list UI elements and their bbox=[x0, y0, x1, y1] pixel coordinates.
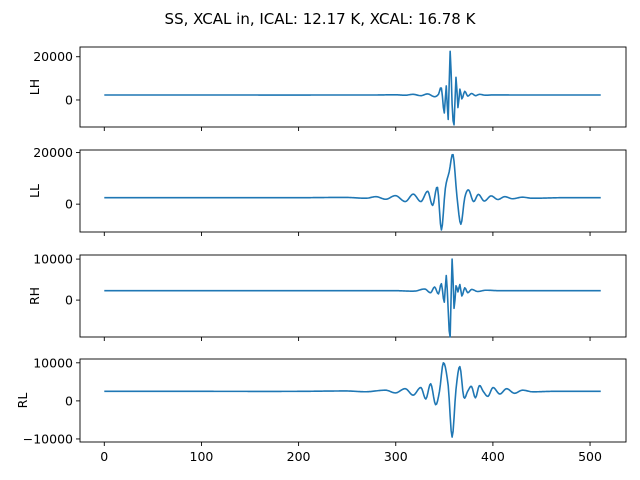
y-axis-label: LH bbox=[27, 79, 42, 95]
y-tick-label: 0 bbox=[65, 92, 73, 107]
series-line-ll bbox=[104, 153, 601, 231]
axes-frame bbox=[79, 149, 627, 233]
axes-frame bbox=[79, 46, 627, 128]
y-tick-label: 0 bbox=[65, 293, 73, 308]
panel-rl: −10000 0 10000 0 100 200 300 400 500 RL bbox=[15, 355, 627, 464]
axes-frame bbox=[79, 358, 627, 443]
panel-rh: 0 10000 RH bbox=[27, 252, 627, 341]
y-tick-label: 10000 bbox=[33, 252, 73, 267]
x-tick-label: 100 bbox=[190, 449, 214, 464]
subplots: 0 20000 LH 0 20000 LL 0 10000 RH −10000 0 10000 0 100… bbox=[15, 46, 627, 464]
y-tick-label: 10000 bbox=[33, 355, 73, 370]
x-tick-label: 0 bbox=[100, 449, 108, 464]
y-axis-label: RL bbox=[15, 393, 30, 409]
y-tick-label: 0 bbox=[65, 197, 73, 212]
y-tick-label: 20000 bbox=[33, 145, 73, 160]
panel-ll: 0 20000 LL bbox=[27, 145, 627, 236]
axes-frame bbox=[79, 254, 627, 338]
series-line-rl bbox=[104, 362, 601, 438]
series-line-rh bbox=[104, 258, 601, 338]
y-tick-label: 0 bbox=[65, 393, 73, 408]
series-line-lh bbox=[104, 50, 601, 126]
y-axis-label: RH bbox=[27, 287, 42, 305]
x-tick-label: 200 bbox=[287, 449, 311, 464]
x-tick-label: 400 bbox=[481, 449, 505, 464]
x-tick-label: 300 bbox=[384, 449, 408, 464]
panel-lh: 0 20000 LH bbox=[27, 46, 627, 131]
chart-title: SS, XCAL in, ICAL: 12.17 K, XCAL: 16.78 … bbox=[165, 10, 477, 28]
y-axis-label: LL bbox=[27, 184, 42, 198]
x-tick-label: 500 bbox=[578, 449, 602, 464]
y-tick-label: −10000 bbox=[23, 431, 73, 446]
y-tick-label: 20000 bbox=[33, 49, 73, 64]
